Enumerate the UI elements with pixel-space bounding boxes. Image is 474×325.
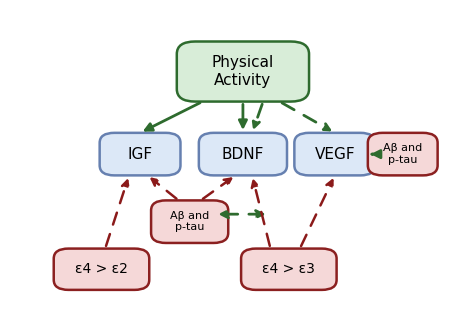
Text: Physical
Activity: Physical Activity [212,55,274,88]
Text: ε4 > ε2: ε4 > ε2 [75,262,128,276]
FancyBboxPatch shape [151,201,228,243]
FancyBboxPatch shape [241,249,337,290]
FancyBboxPatch shape [199,133,287,176]
Text: VEGF: VEGF [314,147,355,162]
Text: Aβ and
p-tau: Aβ and p-tau [170,211,210,232]
FancyBboxPatch shape [177,42,309,101]
Text: IGF: IGF [128,147,153,162]
FancyBboxPatch shape [54,249,149,290]
Text: ε4 > ε3: ε4 > ε3 [263,262,315,276]
FancyBboxPatch shape [100,133,181,176]
Text: BDNF: BDNF [222,147,264,162]
Text: Aβ and
p-tau: Aβ and p-tau [383,143,422,165]
FancyBboxPatch shape [294,133,375,176]
FancyBboxPatch shape [368,133,438,176]
